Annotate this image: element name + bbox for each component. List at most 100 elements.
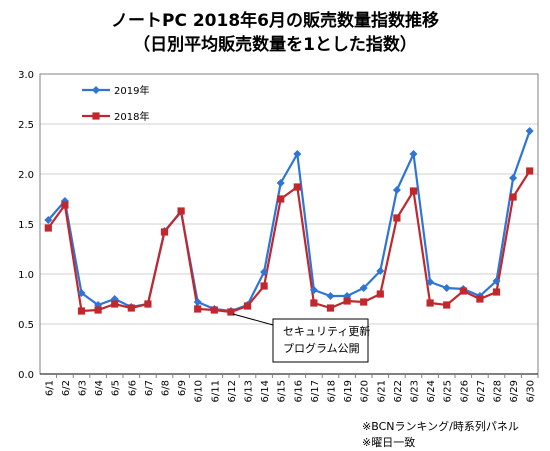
x-tick-label: 6/13 — [244, 380, 255, 402]
data-point-2018 — [277, 195, 285, 203]
x-tick-label: 6/1 — [44, 380, 55, 396]
callout-pointer — [232, 313, 274, 326]
x-tick-label: 6/8 — [161, 380, 172, 396]
x-tick-label: 6/25 — [443, 380, 454, 402]
y-tick-label: 2.0 — [18, 170, 34, 181]
x-tick-label: 6/6 — [127, 380, 138, 396]
data-point-2018 — [409, 187, 418, 195]
data-point-2018 — [443, 301, 451, 309]
y-tick-label: 3.0 — [18, 70, 34, 81]
data-point-2018 — [426, 299, 434, 307]
data-point-2019 — [376, 267, 385, 275]
data-point-2019 — [193, 298, 202, 306]
x-tick-label: 6/20 — [360, 380, 371, 402]
legend-marker — [92, 86, 100, 94]
chart-subtitle: （日別平均販売数量を1とした指数） — [133, 35, 417, 55]
data-point-2018 — [459, 287, 467, 295]
legend-item: 2019年 — [82, 84, 149, 97]
weekday-note: ※曜日一致 — [362, 436, 416, 449]
data-point-2018 — [343, 297, 351, 305]
data-point-2018 — [243, 302, 252, 310]
x-tick-label: 6/4 — [94, 380, 105, 396]
data-point-2018 — [160, 228, 169, 236]
callout-box — [272, 318, 369, 363]
data-point-2019 — [77, 289, 86, 297]
data-point-2018 — [509, 193, 517, 201]
y-tick-label: 2.5 — [18, 120, 34, 131]
data-point-2018 — [127, 304, 135, 312]
data-point-2019 — [525, 127, 534, 135]
x-tick-label: 6/9 — [177, 380, 188, 396]
data-point-2018 — [111, 300, 119, 308]
data-point-2018 — [310, 299, 318, 307]
data-point-2018 — [210, 306, 218, 314]
x-tick-label: 6/23 — [410, 380, 421, 402]
callout-text: セキュリティ更新 — [283, 324, 370, 338]
x-tick-label: 6/10 — [194, 380, 205, 402]
source-note: ※BCNランキング/時系列パネル — [362, 420, 519, 433]
data-point-2019 — [260, 268, 269, 276]
series-line-2019 — [47, 130, 531, 313]
data-point-2018 — [77, 307, 86, 315]
data-point-2018 — [293, 183, 301, 191]
x-tick-label: 6/14 — [260, 380, 271, 402]
data-point-2018 — [94, 306, 102, 314]
x-tick-label: 6/7 — [144, 380, 155, 396]
data-point-2018 — [376, 290, 384, 298]
data-point-2018 — [44, 224, 52, 232]
x-tick-label: 6/15 — [277, 380, 288, 402]
legend-label: 2018年 — [114, 110, 149, 123]
x-tick-label: 6/28 — [493, 380, 504, 402]
data-point-2019 — [359, 284, 368, 292]
legend-label: 2019年 — [114, 84, 149, 97]
data-point-2018 — [360, 298, 368, 306]
data-point-2018 — [260, 282, 268, 290]
y-tick-label: 0.0 — [18, 370, 34, 381]
x-tick-label: 6/12 — [227, 380, 238, 402]
data-point-2019 — [426, 278, 435, 286]
x-tick-label: 6/16 — [293, 380, 304, 402]
x-tick-label: 6/2 — [61, 380, 72, 396]
x-tick-label: 6/11 — [210, 380, 221, 402]
data-point-2019 — [309, 286, 318, 294]
callout-text: プログラム公開 — [283, 341, 360, 355]
data-point-2019 — [293, 150, 302, 158]
x-tick-label: 6/5 — [111, 380, 122, 396]
x-tick-label: 6/24 — [426, 380, 437, 402]
data-point-2018 — [393, 214, 401, 222]
data-point-2018 — [476, 295, 484, 303]
data-point-2019 — [409, 150, 418, 158]
x-tick-label: 6/30 — [526, 380, 537, 402]
y-tick-label: 0.5 — [18, 320, 34, 331]
data-point-2018 — [492, 288, 501, 296]
data-point-2018 — [177, 207, 185, 215]
y-tick-label: 1.0 — [18, 270, 34, 281]
x-tick-label: 6/19 — [343, 380, 354, 402]
chart-title: ノートPC 2018年6月の販売数量指数推移 — [111, 11, 439, 31]
series-line-2018 — [47, 170, 531, 314]
data-point-2018 — [194, 305, 202, 313]
legend-item: 2018年 — [82, 110, 149, 123]
data-point-2019 — [44, 216, 53, 224]
y-tick-label: 1.5 — [18, 220, 34, 231]
x-tick-label: 6/21 — [376, 380, 387, 402]
x-tick-label: 6/29 — [509, 380, 520, 402]
data-point-2018 — [61, 201, 69, 209]
x-tick-label: 6/27 — [476, 380, 487, 402]
data-point-2018 — [526, 167, 534, 175]
x-tick-label: 6/26 — [459, 380, 470, 402]
data-point-2018 — [227, 308, 235, 316]
x-tick-label: 6/17 — [310, 380, 321, 402]
legend-marker — [92, 112, 100, 120]
data-point-2019 — [442, 284, 451, 292]
x-tick-label: 6/22 — [393, 380, 404, 402]
data-point-2019 — [326, 292, 335, 300]
data-point-2019 — [509, 174, 518, 182]
x-tick-label: 6/18 — [327, 380, 338, 402]
data-point-2019 — [276, 179, 285, 187]
x-tick-label: 6/3 — [78, 380, 89, 396]
data-point-2019 — [392, 186, 401, 194]
data-point-2019 — [492, 277, 501, 285]
data-point-2018 — [326, 304, 335, 312]
